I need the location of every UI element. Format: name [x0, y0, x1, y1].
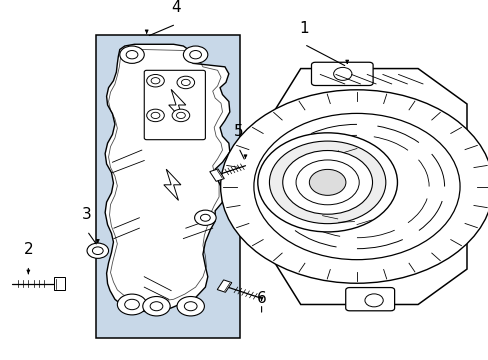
Polygon shape: [105, 44, 229, 311]
Circle shape: [184, 302, 197, 311]
Circle shape: [253, 113, 459, 260]
Polygon shape: [425, 118, 441, 255]
Circle shape: [200, 214, 210, 221]
Circle shape: [150, 302, 163, 311]
Circle shape: [364, 294, 383, 307]
Circle shape: [151, 112, 160, 118]
Polygon shape: [422, 114, 434, 259]
Text: 6: 6: [256, 291, 266, 306]
Polygon shape: [418, 107, 423, 266]
Circle shape: [142, 297, 170, 316]
Text: 3: 3: [82, 207, 92, 222]
Polygon shape: [209, 169, 224, 181]
Polygon shape: [217, 280, 231, 292]
Circle shape: [124, 299, 139, 310]
Circle shape: [87, 243, 108, 258]
Text: 2: 2: [23, 242, 33, 257]
Polygon shape: [163, 169, 181, 201]
Circle shape: [181, 79, 190, 86]
Polygon shape: [427, 121, 445, 253]
FancyBboxPatch shape: [345, 288, 394, 311]
Circle shape: [172, 109, 189, 122]
Polygon shape: [423, 115, 436, 258]
Polygon shape: [422, 113, 432, 260]
Circle shape: [220, 90, 488, 283]
Circle shape: [120, 46, 144, 63]
Text: 1: 1: [299, 21, 308, 36]
Polygon shape: [424, 116, 438, 257]
Circle shape: [151, 78, 160, 84]
Polygon shape: [425, 117, 439, 256]
Circle shape: [183, 46, 207, 63]
Circle shape: [126, 50, 138, 59]
FancyBboxPatch shape: [144, 70, 205, 140]
Polygon shape: [168, 89, 185, 121]
Polygon shape: [420, 111, 428, 262]
Polygon shape: [426, 120, 443, 254]
Circle shape: [146, 109, 164, 122]
Circle shape: [176, 112, 185, 118]
Circle shape: [269, 141, 385, 224]
Polygon shape: [271, 68, 466, 305]
Bar: [96, 35, 239, 338]
FancyBboxPatch shape: [266, 163, 285, 200]
Polygon shape: [419, 109, 427, 264]
Text: 5: 5: [233, 124, 243, 139]
Circle shape: [117, 294, 146, 315]
Circle shape: [282, 150, 372, 214]
Circle shape: [92, 247, 103, 255]
Circle shape: [257, 133, 397, 232]
FancyBboxPatch shape: [311, 62, 372, 86]
Polygon shape: [417, 106, 421, 267]
Circle shape: [194, 210, 216, 225]
Circle shape: [333, 67, 351, 80]
Polygon shape: [54, 277, 65, 290]
Circle shape: [309, 170, 345, 195]
Polygon shape: [419, 108, 425, 265]
Circle shape: [146, 75, 164, 87]
Text: 4: 4: [171, 0, 181, 15]
Circle shape: [177, 297, 204, 316]
Circle shape: [177, 76, 194, 89]
Circle shape: [295, 160, 359, 205]
Circle shape: [189, 50, 201, 59]
Polygon shape: [421, 112, 430, 261]
